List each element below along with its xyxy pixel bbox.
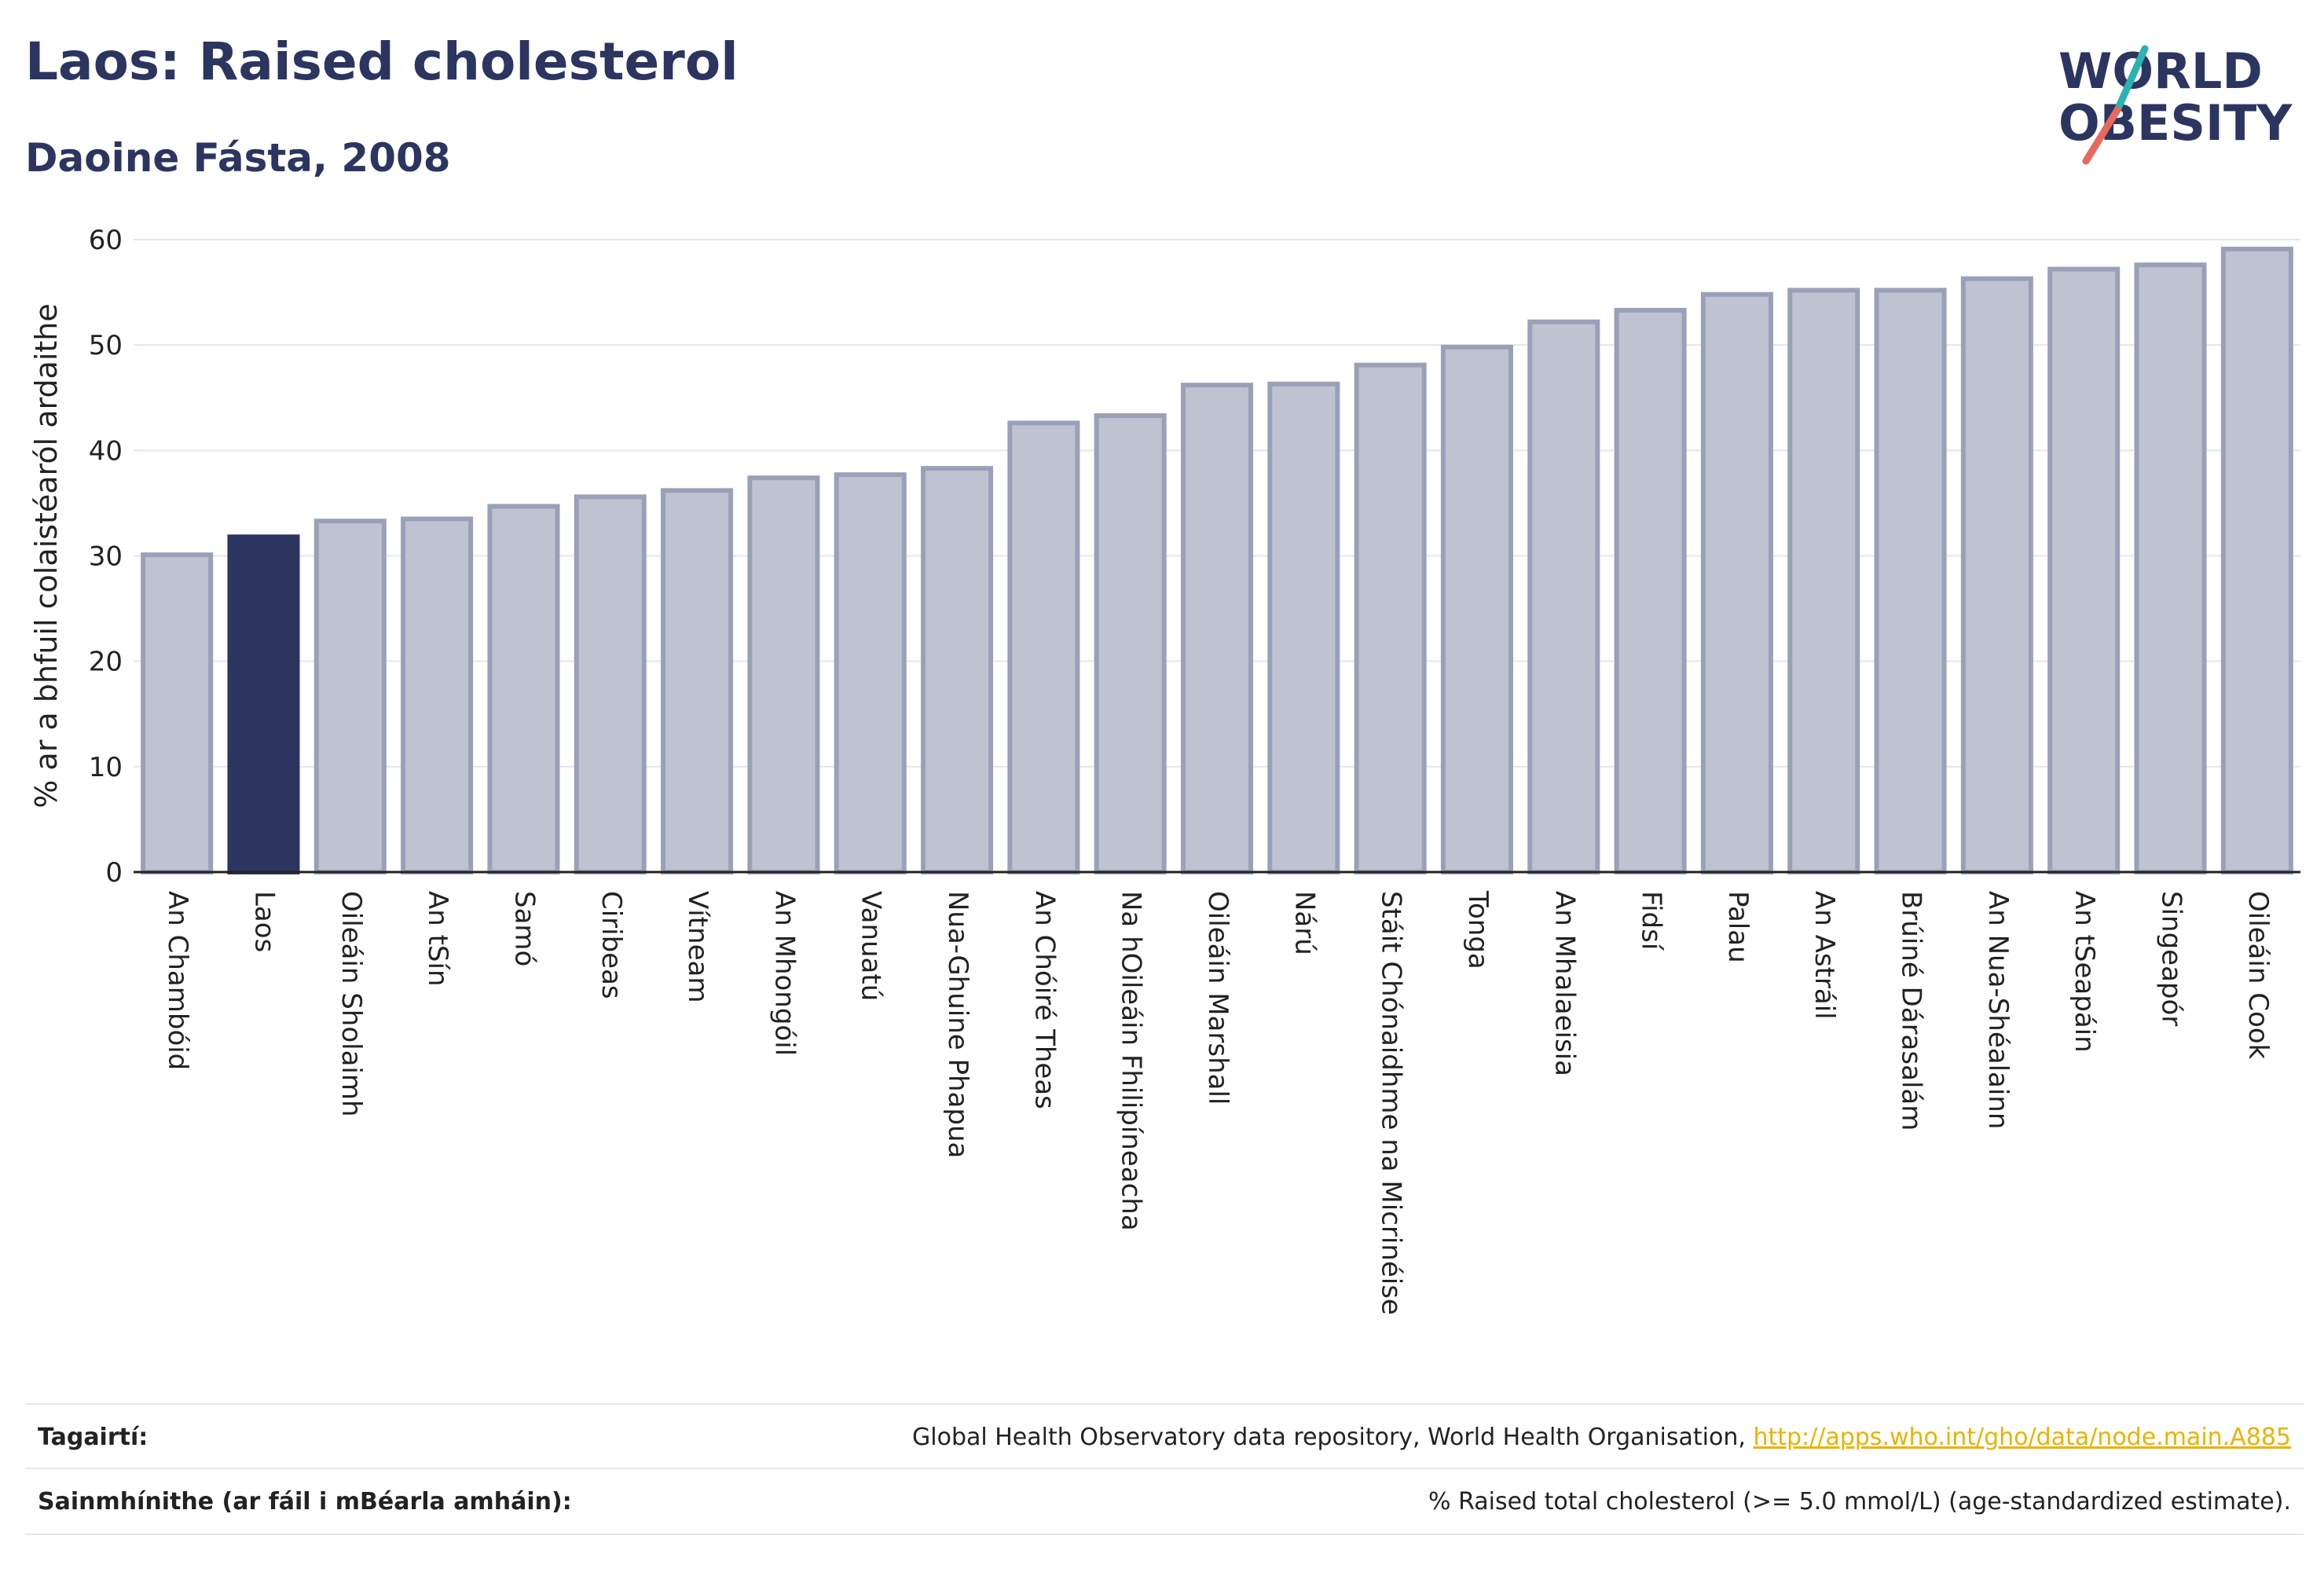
category-label: Ciribeas [596,891,627,999]
bar [1094,413,1167,874]
bar [401,516,474,875]
category-label: An tSín [422,891,453,987]
bar [141,552,214,874]
logo-slash-coral [2082,106,2121,165]
category-label: Samó [508,891,540,966]
bar [834,472,907,874]
category-label: Oileáin Cook [2242,891,2274,1060]
category-label: Tonga [1462,890,1494,969]
bar [1267,381,1340,874]
chart-subtitle: Daoine Fásta, 2008 [25,135,451,181]
bar [313,519,387,874]
category-label: An Nua-Shéalainn [1982,891,2014,1129]
category-label: Laos [248,891,280,952]
bar [1700,291,1773,874]
category-label: Nárú [1288,891,1320,955]
category-label: Vítneam [682,891,713,1002]
y-tick-label: 20 [89,647,123,678]
logo-line-1: WORLD [2058,42,2263,100]
category-label: An Mhalaeisia [1549,891,1580,1076]
y-axis-label: % ar a bhfuil colaistéaról ardaithe [29,303,64,808]
definitions-value: % Raised total cholesterol (>= 5.0 mmol/… [1428,1488,2291,1516]
y-tick-label: 30 [89,541,123,573]
bars [141,247,2293,875]
category-label: Oileáin Sholaimh [335,891,367,1117]
category-label: An Chóiré Theas [1028,891,1060,1109]
bar [1874,288,1947,874]
category-label: Singeapór [2156,891,2187,1026]
category-labels: An Chambóid Laos Oileáin Sholaimh An tSín Sa… [162,890,2274,1315]
category-label: An Chambóid [162,891,193,1070]
bar [574,494,647,874]
category-label: Vanuatú [856,891,887,1001]
bar-highlight [227,534,300,874]
y-tick-label: 50 [89,330,123,361]
bar-chart: 0 10 20 30 40 50 60 An Chambóid Laos Oileáin Sho… [29,225,2300,1315]
y-tick-label: 10 [89,752,123,783]
references-value: Global Health Observatory data repositor… [912,1424,2291,1451]
category-label: Nua-Ghuine Phapua [942,891,973,1158]
chart-title: Laos: Raised cholesterol [25,31,739,92]
definitions-label: Sainmhínithe (ar fáil i mBéarla amháin): [38,1488,572,1516]
y-tick-label: 60 [89,225,123,256]
bar [921,466,994,874]
bar [1960,276,2033,874]
bar [661,488,734,874]
category-label: Stáit Chónaidhme na Micrinéise [1376,891,1407,1315]
bar [2220,247,2293,874]
bar [487,504,560,874]
y-tick-label: 40 [89,435,123,467]
y-tick-label: 0 [105,857,123,889]
bar [1527,319,1600,874]
category-label: An Mhongóil [768,891,800,1056]
references-row: Tagairtí: Global Health Observatory data… [25,1403,2304,1468]
world-obesity-logo: WORLD OBESITY [2058,42,2293,165]
bar [2047,266,2121,875]
y-axis-ticks: 0 10 20 30 40 50 60 [89,225,123,889]
category-label: Oileáin Marshall [1202,891,1233,1105]
references-text: Global Health Observatory data repositor… [912,1424,1754,1451]
bar [1614,307,1687,874]
category-label: Brúiné Dárasalám [1896,891,1927,1131]
references-label: Tagairtí: [38,1424,148,1451]
definitions-row: Sainmhínithe (ar fáil i mBéarla amháin):… [25,1468,2304,1532]
category-label: An Astráil [1809,891,1840,1020]
bar [1354,362,1427,874]
footer-bottom-rule [25,1534,2304,1535]
references-link[interactable]: http://apps.who.int/gho/data/node.main.A… [1753,1424,2291,1451]
bar [1007,420,1080,874]
bar [1180,383,1254,874]
bar [747,475,820,874]
logo-slash-teal [2113,45,2149,114]
bar [1787,288,1860,874]
category-label: Na hOileáin Fhilipíneacha [1116,891,1147,1231]
bar [1440,344,1513,875]
bar [2134,262,2207,874]
category-label: Palau [1722,891,1754,963]
category-label: An tSeapáin [2069,891,2100,1053]
category-label: Fidsí [1636,891,1667,951]
